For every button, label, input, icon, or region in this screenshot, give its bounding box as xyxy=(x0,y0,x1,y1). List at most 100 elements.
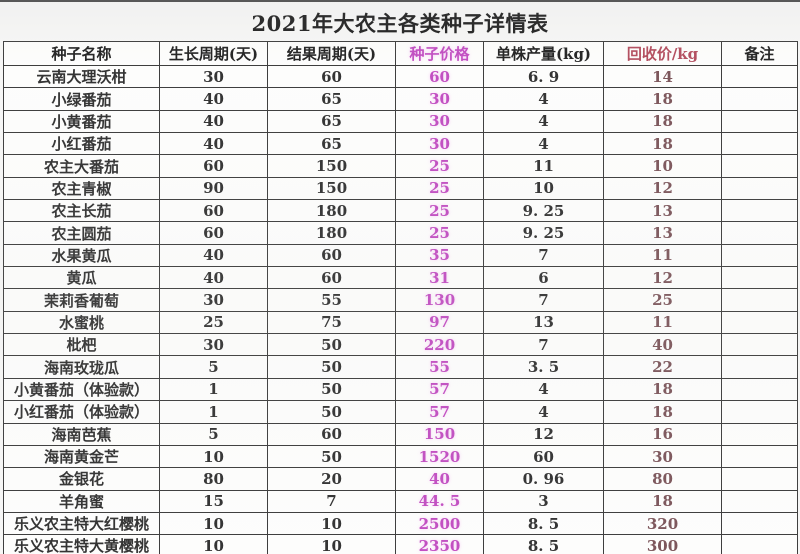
table-row: 云南大理沃柑 30 60 60 6. 9 14 xyxy=(3,64,798,89)
recycle-price-cell: 300 xyxy=(603,534,722,554)
recycle-price-cell: 18 xyxy=(603,132,722,156)
fruit-cycle-cell: 150 xyxy=(267,176,396,201)
growth-cycle-cell: 40 xyxy=(159,243,268,268)
seed-name-cell: 海南玫珑瓜 xyxy=(3,355,160,379)
fruit-cycle-cell: 7 xyxy=(267,489,396,513)
seed-name-cell: 农主青椒 xyxy=(3,176,160,201)
table-row: 小黄番茄 40 65 30 4 18 xyxy=(3,109,798,134)
growth-cycle-cell: 30 xyxy=(159,288,268,312)
seed-price-cell: 60 xyxy=(395,64,484,89)
seed-price-cell: 150 xyxy=(395,422,484,446)
notes-cell xyxy=(721,422,798,446)
seed-price-cell: 55 xyxy=(395,355,484,379)
notes-cell xyxy=(721,355,798,379)
table-row: 水蜜桃 25 75 97 13 11 xyxy=(3,310,798,335)
seed-price-cell: 97 xyxy=(395,310,484,335)
recycle-price-cell: 30 xyxy=(603,444,722,469)
fruit-cycle-cell: 20 xyxy=(267,467,396,491)
fruit-cycle-cell: 65 xyxy=(267,132,396,156)
notes-cell xyxy=(721,243,798,268)
yield-cell: 4 xyxy=(483,132,604,156)
growth-cycle-cell: 40 xyxy=(159,266,268,290)
seed-price-cell: 2500 xyxy=(395,511,484,536)
growth-cycle-cell: 25 xyxy=(159,310,268,335)
table-row: 农主圆茄 60 180 25 9. 25 13 xyxy=(3,221,798,245)
recycle-price-cell: 11 xyxy=(603,243,722,268)
notes-cell xyxy=(721,444,798,469)
fruit-cycle-cell: 60 xyxy=(267,266,396,290)
recycle-price-cell: 12 xyxy=(603,266,722,290)
fruit-cycle-cell: 50 xyxy=(267,333,396,357)
recycle-price-cell: 25 xyxy=(603,288,722,312)
table-row: 小红番茄 40 65 30 4 18 xyxy=(3,132,798,156)
growth-cycle-cell: 5 xyxy=(159,422,268,446)
seed-name-cell: 金银花 xyxy=(3,467,160,491)
col-header-seed-price: 种子价格 xyxy=(395,41,484,66)
seed-name-cell: 农主大番茄 xyxy=(3,154,160,178)
growth-cycle-cell: 10 xyxy=(159,444,268,469)
notes-cell xyxy=(721,377,798,402)
notes-cell xyxy=(721,64,798,89)
table-row: 乐义农主特大红樱桃 10 10 2500 8. 5 320 xyxy=(3,511,798,536)
yield-cell: 7 xyxy=(483,333,604,357)
col-header-recycle-price: 回收价/kg xyxy=(603,41,722,66)
yield-cell: 4 xyxy=(483,87,604,111)
col-header-growth-cycle: 生长周期(天) xyxy=(159,41,268,66)
seed-name-cell: 茉莉香葡萄 xyxy=(3,288,160,312)
growth-cycle-cell: 30 xyxy=(159,64,268,89)
table-row: 乐义农主特大黄樱桃 10 10 2350 8. 5 300 xyxy=(3,534,798,554)
yield-cell: 4 xyxy=(483,400,604,424)
notes-cell xyxy=(721,511,798,536)
notes-cell xyxy=(721,534,798,554)
col-header-yield: 单株产量(kg) xyxy=(483,41,604,66)
growth-cycle-cell: 60 xyxy=(159,154,268,178)
fruit-cycle-cell: 150 xyxy=(267,154,396,178)
notes-cell xyxy=(721,154,798,178)
seed-name-cell: 小绿番茄 xyxy=(3,87,160,111)
yield-cell: 6. 9 xyxy=(483,64,604,89)
yield-cell: 4 xyxy=(483,109,604,134)
yield-cell: 3. 5 xyxy=(483,355,604,379)
table-row: 海南黄金芒 10 50 1520 60 30 xyxy=(3,444,798,469)
table-header-row: 种子名称 生长周期(天) 结果周期(天) 种子价格 单株产量(kg) 回收价/k… xyxy=(3,41,798,66)
table-row: 黄瓜 40 60 31 6 12 xyxy=(3,266,798,290)
seed-name-cell: 枇杷 xyxy=(3,333,160,357)
seed-price-cell: 130 xyxy=(395,288,484,312)
recycle-price-cell: 10 xyxy=(603,154,722,178)
seed-name-cell: 乐义农主特大红樱桃 xyxy=(3,511,160,536)
growth-cycle-cell: 80 xyxy=(159,467,268,491)
seed-price-cell: 40 xyxy=(395,467,484,491)
table-row: 农主大番茄 60 150 25 11 10 xyxy=(3,154,798,178)
recycle-price-cell: 80 xyxy=(603,467,722,491)
table-row: 农主青椒 90 150 25 10 12 xyxy=(3,176,798,201)
seed-name-cell: 小红番茄（体验款） xyxy=(3,400,160,424)
seed-price-cell: 25 xyxy=(395,154,484,178)
seed-price-cell: 25 xyxy=(395,176,484,201)
seed-name-cell: 农主圆茄 xyxy=(3,221,160,245)
fruit-cycle-cell: 10 xyxy=(267,534,396,554)
seed-price-cell: 57 xyxy=(395,377,484,402)
yield-cell: 12 xyxy=(483,422,604,446)
seed-price-cell: 30 xyxy=(395,132,484,156)
recycle-price-cell: 18 xyxy=(603,109,722,134)
notes-cell xyxy=(721,109,798,134)
yield-cell: 9. 25 xyxy=(483,221,604,245)
seed-name-cell: 海南黄金芒 xyxy=(3,444,160,469)
recycle-price-cell: 18 xyxy=(603,377,722,402)
growth-cycle-cell: 90 xyxy=(159,176,268,201)
recycle-price-cell: 11 xyxy=(603,310,722,335)
table-row: 羊角蜜 15 7 44. 5 3 18 xyxy=(3,489,798,513)
recycle-price-cell: 320 xyxy=(603,511,722,536)
yield-cell: 11 xyxy=(483,154,604,178)
yield-cell: 8. 5 xyxy=(483,534,604,554)
growth-cycle-cell: 15 xyxy=(159,489,268,513)
recycle-price-cell: 18 xyxy=(603,400,722,424)
table-row: 枇杷 30 50 220 7 40 xyxy=(3,333,798,357)
table-row: 水果黄瓜 40 60 35 7 11 xyxy=(3,243,798,268)
seed-price-cell: 57 xyxy=(395,400,484,424)
seed-price-cell: 31 xyxy=(395,266,484,290)
fruit-cycle-cell: 180 xyxy=(267,199,396,223)
yield-cell: 3 xyxy=(483,489,604,513)
table-row: 小黄番茄（体验款） 1 50 57 4 18 xyxy=(3,377,798,402)
